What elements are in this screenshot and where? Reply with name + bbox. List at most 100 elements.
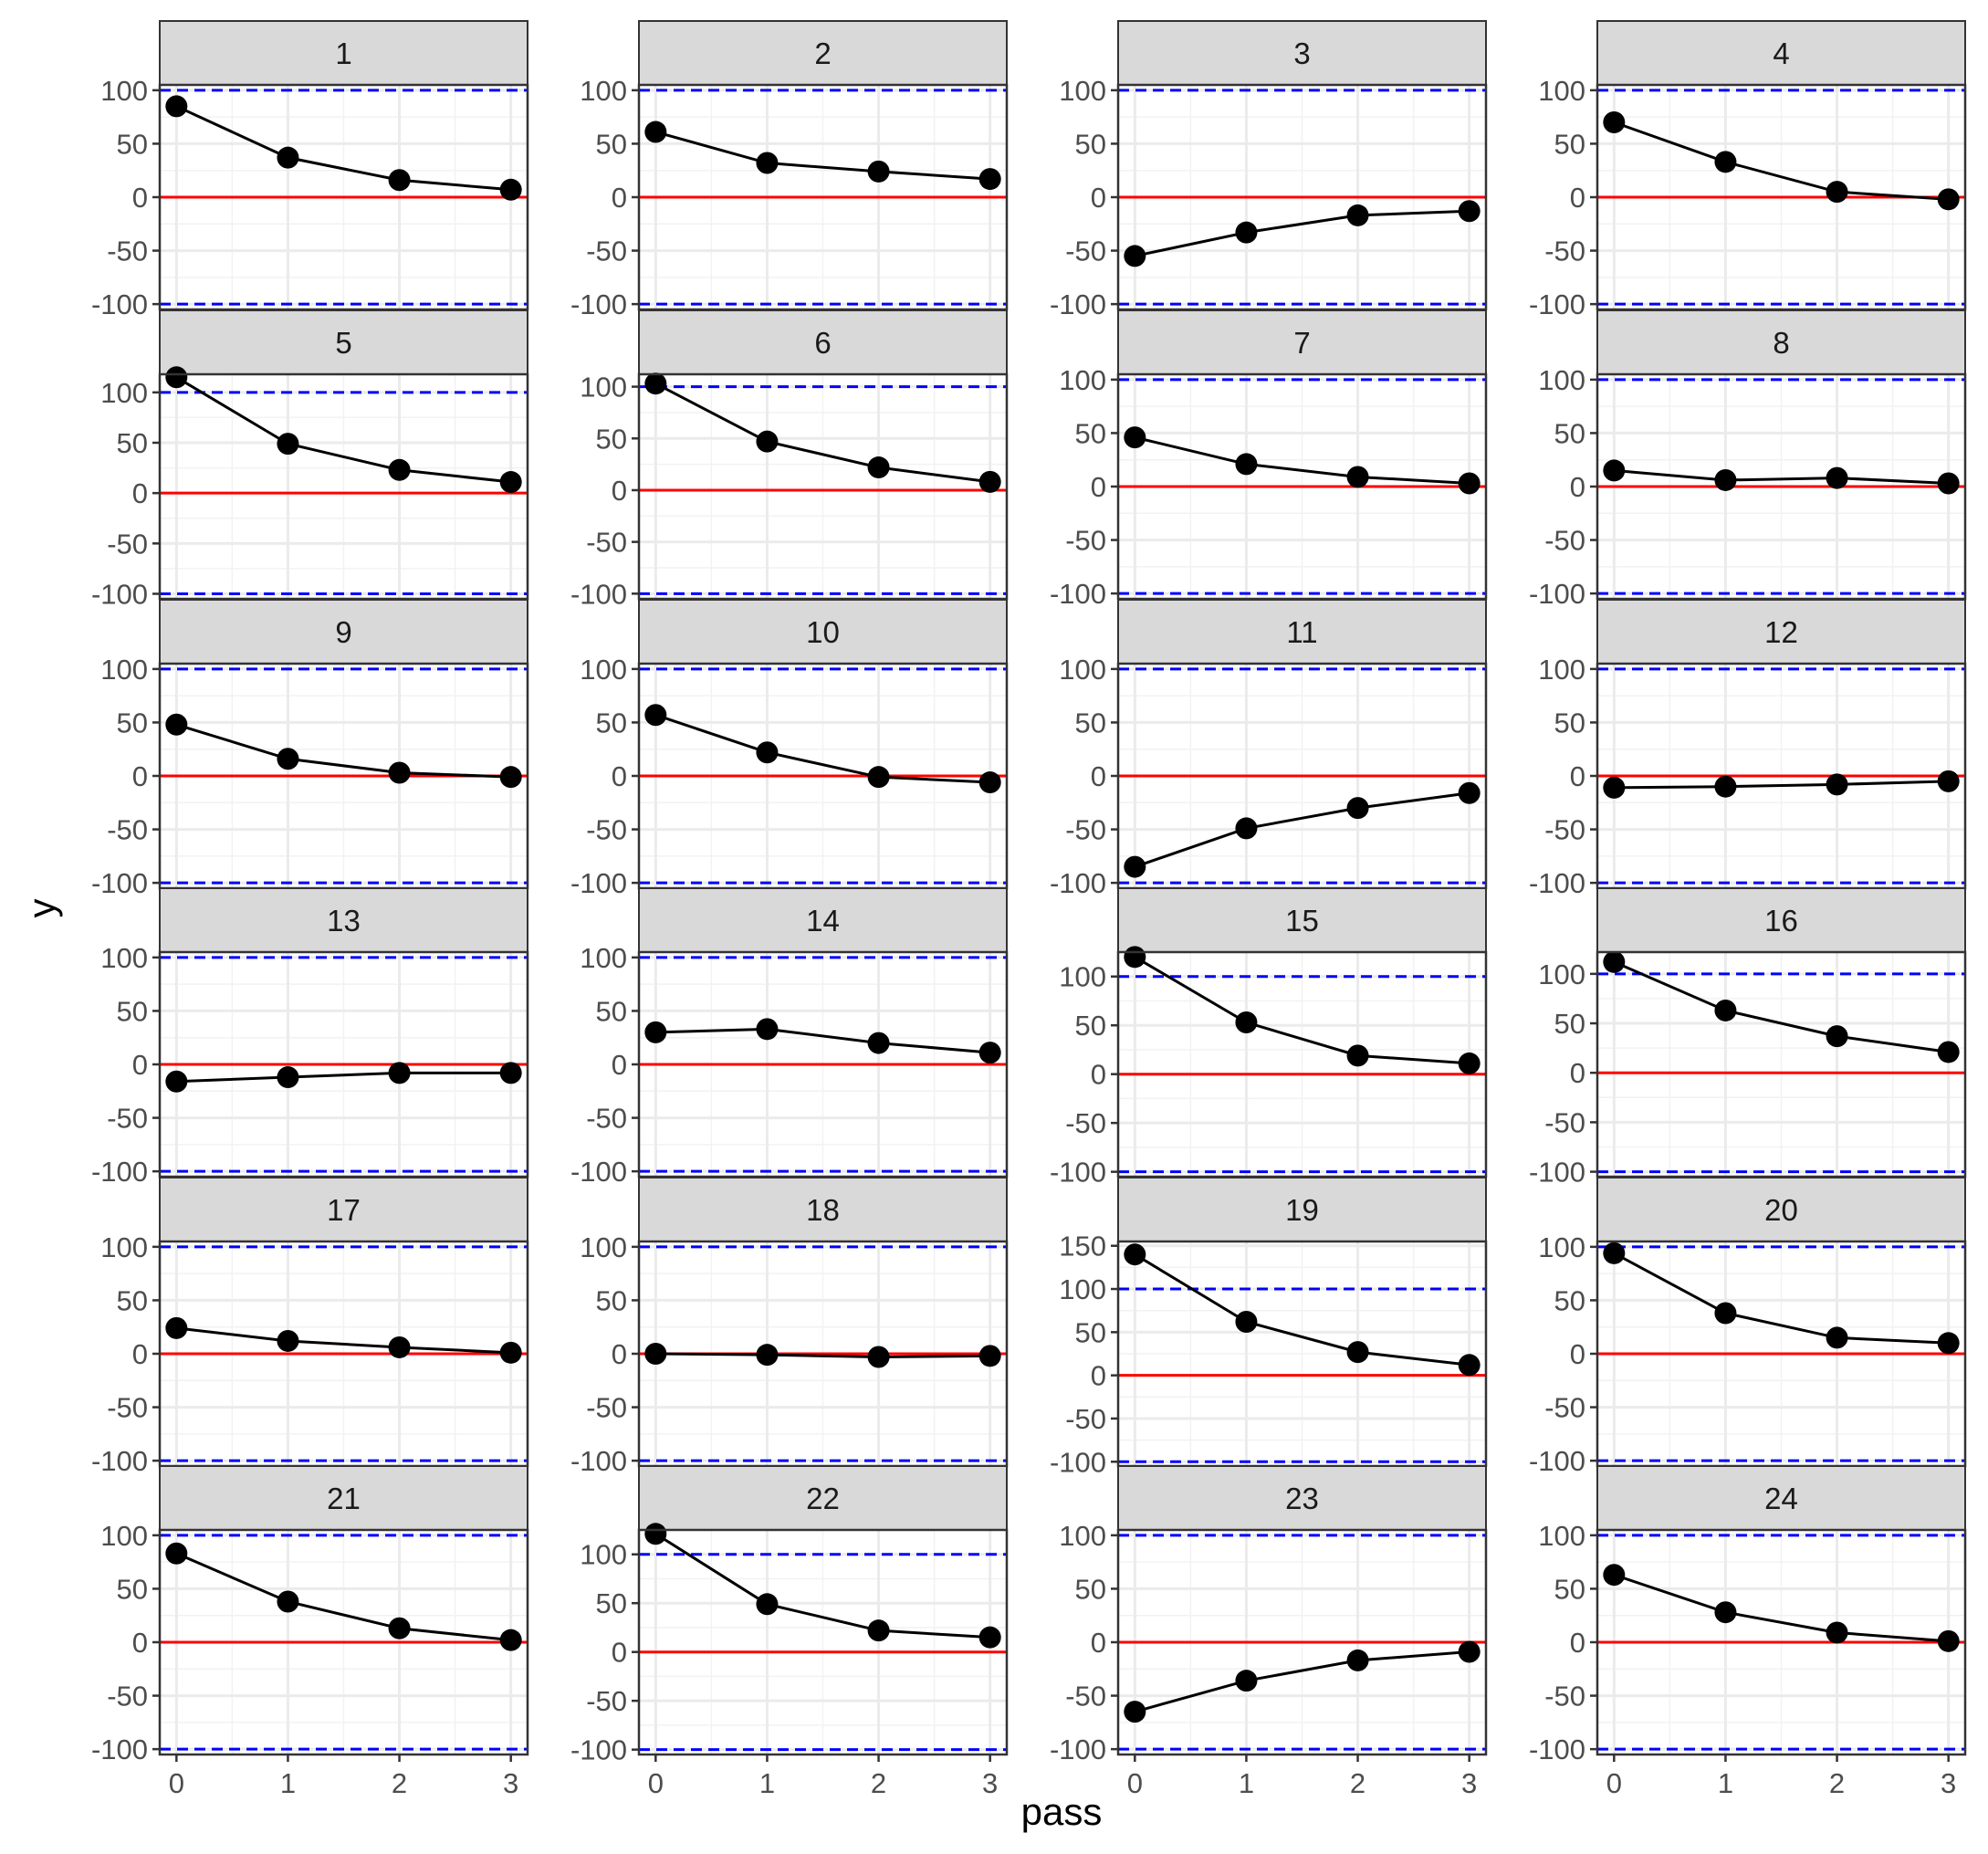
series-line — [176, 1071, 511, 1084]
y-tick-label: 0 — [1091, 471, 1106, 503]
y-tick-label: 50 — [117, 1573, 148, 1605]
data-point — [1826, 773, 1848, 796]
facet-strip — [159, 1465, 528, 1531]
data-point — [1714, 775, 1737, 798]
y-tick-label: -50 — [1544, 814, 1585, 846]
facet-strip-label: 8 — [1773, 326, 1789, 360]
facet-strip — [159, 309, 528, 375]
y-tick-label: 100 — [100, 75, 148, 107]
data-point — [1346, 797, 1369, 820]
y-tick-label: 0 — [1091, 1059, 1106, 1091]
y-tick-label: 0 — [612, 1338, 627, 1370]
y-tick-label: -50 — [1065, 525, 1106, 557]
y-tick-label: -50 — [1544, 1681, 1585, 1713]
y-tick-label: -50 — [1065, 1403, 1106, 1435]
y-tick-label: -50 — [107, 814, 148, 846]
data-point — [867, 1346, 890, 1368]
y-tick-label: 0 — [1570, 182, 1585, 214]
facet-strip-label: 20 — [1764, 1193, 1798, 1227]
x-tick-label: 3 — [982, 1767, 998, 1799]
facet-strip — [1117, 309, 1487, 375]
data-point — [499, 1062, 522, 1084]
data-point — [165, 1316, 188, 1339]
series-line — [1613, 120, 1949, 201]
facet-strip-label: 16 — [1764, 904, 1798, 937]
y-tick-label: -100 — [1050, 867, 1106, 899]
data-point — [1826, 466, 1848, 489]
data-point — [978, 1042, 1001, 1064]
data-point — [1603, 111, 1626, 133]
y-tick-label: 100 — [100, 654, 148, 686]
series-line — [655, 1027, 990, 1054]
facet-strip-label: 1 — [335, 37, 351, 70]
y-tick-label: 50 — [596, 128, 627, 160]
facet-strip — [1596, 887, 1966, 953]
facet-panel-15: 15 100 50 0 -50 -100 — [1050, 887, 1488, 1189]
y-tick-label: -50 — [1065, 814, 1106, 846]
facet-panel-16: 16 100 50 0 -50 -100 — [1529, 887, 1967, 1189]
data-point — [1826, 181, 1848, 204]
x-axis-title: pass — [1021, 1790, 1103, 1833]
y-tick-label: -50 — [586, 527, 627, 559]
data-point — [1346, 204, 1369, 226]
data-point — [165, 1542, 188, 1565]
series-line — [175, 723, 511, 779]
data-point — [499, 1629, 522, 1651]
facet-panel-7: 7 100 50 0 -50 -100 — [1050, 309, 1488, 610]
facet-panel-1: 1 100 50 0 -50 -100 — [91, 20, 529, 320]
y-tick-label: 50 — [596, 1284, 627, 1316]
y-tick-label: 0 — [1091, 182, 1106, 214]
y-tick-label: 50 — [117, 707, 148, 738]
y-tick-label: -100 — [1050, 1446, 1106, 1478]
x-tick-label: 2 — [392, 1767, 407, 1799]
data-point — [165, 95, 188, 118]
data-point — [388, 1062, 411, 1084]
data-point — [1937, 472, 1960, 495]
y-tick-label: -50 — [586, 1103, 627, 1135]
x-tick-label: 0 — [169, 1767, 184, 1799]
data-point — [1124, 1243, 1146, 1266]
data-point — [1235, 221, 1258, 244]
data-point — [1603, 776, 1626, 799]
y-tick-label: -50 — [107, 236, 148, 267]
facet-strip — [1596, 599, 1966, 665]
data-point — [978, 470, 1001, 493]
facet-panels: 1 100 50 0 -50 -100 2 100 50 0 -50 -100 3 100 50 0 -50 -1… — [91, 20, 1967, 1799]
y-tick-label: 50 — [1075, 1010, 1106, 1042]
facet-panel-11: 11 100 50 0 -50 -100 — [1050, 599, 1488, 899]
y-tick-label: -50 — [1065, 236, 1106, 267]
series-line — [175, 1552, 511, 1642]
y-tick-label: 0 — [1091, 760, 1106, 792]
data-point — [867, 456, 890, 479]
data-point — [1235, 1670, 1258, 1692]
y-tick-label: 100 — [1059, 75, 1106, 107]
data-point — [1346, 1649, 1369, 1671]
data-point — [1937, 770, 1960, 792]
y-tick-label: 100 — [1538, 1231, 1585, 1263]
y-tick-label: 50 — [1075, 1316, 1106, 1348]
y-tick-label: 100 — [100, 1520, 148, 1552]
data-point — [1714, 151, 1737, 173]
data-point — [644, 372, 667, 395]
y-tick-label: 0 — [1091, 1627, 1106, 1659]
facet-strip-label: 13 — [327, 904, 361, 937]
y-tick-label: -100 — [570, 1734, 627, 1766]
y-tick-label: 50 — [1075, 417, 1106, 449]
y-tick-label: 100 — [1059, 1273, 1106, 1305]
x-tick-label: 2 — [1829, 1767, 1845, 1799]
y-tick-label: -50 — [107, 1103, 148, 1135]
y-tick-label: 50 — [117, 995, 148, 1027]
y-tick-label: -100 — [570, 288, 627, 320]
data-point — [1826, 1326, 1848, 1349]
y-tick-label: 100 — [1059, 654, 1106, 686]
y-tick-label: -100 — [91, 578, 148, 610]
y-tick-label: -100 — [1529, 578, 1585, 610]
data-point — [1124, 946, 1146, 969]
data-point — [756, 1018, 779, 1041]
facet-panel-3: 3 100 50 0 -50 -100 — [1050, 20, 1488, 320]
data-point — [277, 146, 299, 169]
y-tick-label: -100 — [1050, 578, 1106, 610]
facet-strip — [159, 887, 528, 953]
series-line — [1134, 956, 1470, 1065]
